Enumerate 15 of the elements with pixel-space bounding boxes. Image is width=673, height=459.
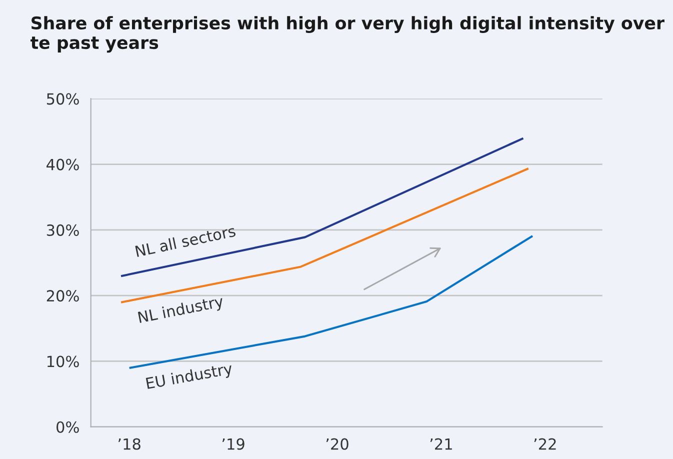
y-tick-label: 40% [46, 158, 79, 170]
y-tick-label: 20% [46, 290, 79, 302]
text: EU industry [146, 362, 234, 392]
text: NL industry [138, 294, 224, 326]
x-tick-label: ’20 [326, 438, 348, 450]
x-tick-label: ’18 [118, 438, 140, 450]
x-tick-label: ’19 [222, 438, 244, 450]
chart-title: Share of enterprises with high or very high digital intensity over te past years [30, 16, 664, 53]
y-tick-label: 10% [47, 356, 79, 368]
x-tick-label: ’21 [430, 438, 452, 450]
y-tick-label: 30% [46, 224, 79, 236]
text: NL all sectors [135, 224, 236, 258]
y-tick-label: 0% [56, 421, 79, 433]
y-tick-label: 50% [46, 93, 79, 105]
x-tick-label: ’22 [534, 438, 556, 450]
